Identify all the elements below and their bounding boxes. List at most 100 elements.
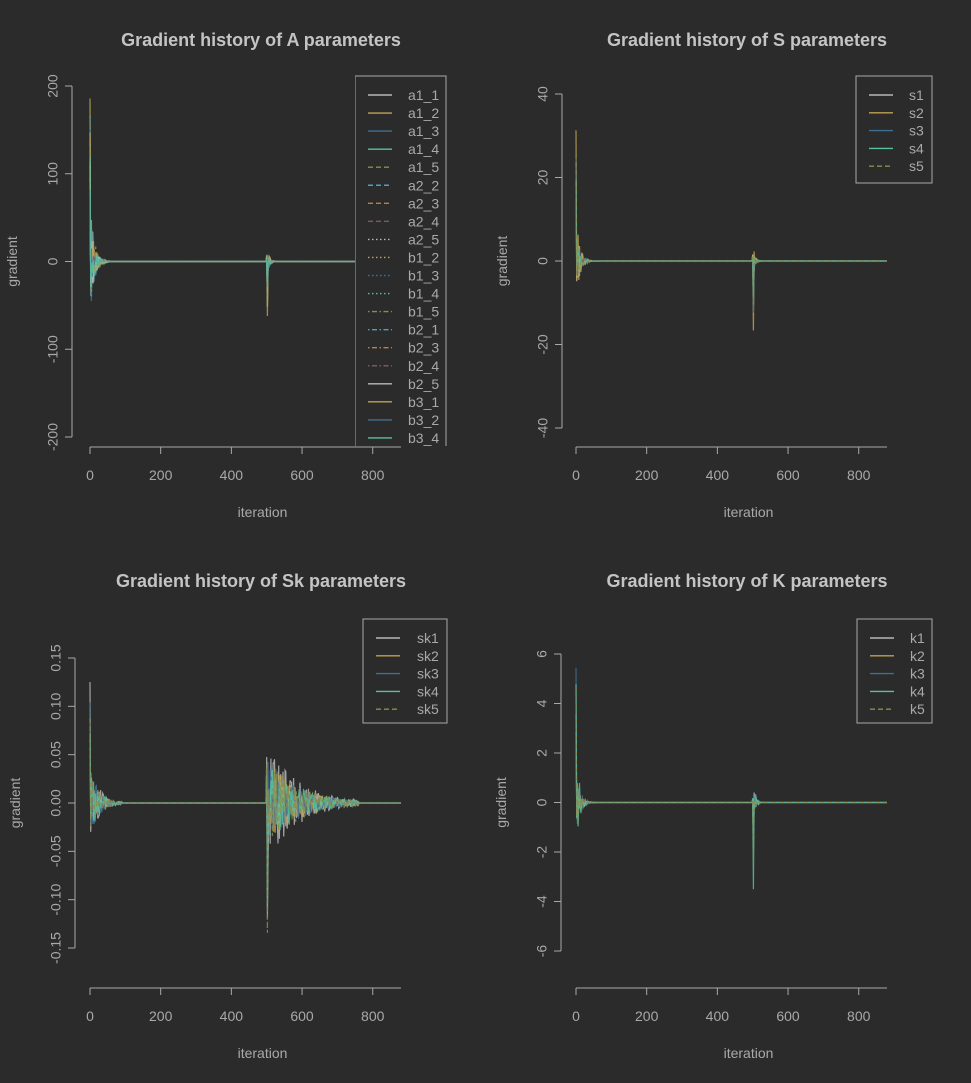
legend-label: s5 xyxy=(909,158,924,174)
series-lines xyxy=(89,681,401,933)
x-tick-label: 200 xyxy=(149,467,173,483)
legend-label: a1_2 xyxy=(408,105,439,121)
chart-panel-1: Gradient history of A parameters 0 200 400 6… xyxy=(4,30,447,520)
y-tick-label: 6 xyxy=(534,650,550,658)
x-tick-label: 200 xyxy=(149,1008,173,1024)
legend-label: a2_5 xyxy=(408,231,439,247)
legend-label: a2_2 xyxy=(408,177,439,193)
x-tick-label: 200 xyxy=(635,467,659,483)
x-tick-label: 800 xyxy=(361,467,385,483)
series-line-sk4 xyxy=(89,733,401,909)
x-tick-label: 600 xyxy=(290,467,314,483)
y-tick-label: 2 xyxy=(534,749,550,757)
y-tick-label: -0.10 xyxy=(48,884,64,916)
chart-panel-3: Gradient history of Sk parameters 0 200 400… xyxy=(7,571,448,1061)
y-tick-label: 100 xyxy=(45,162,61,186)
legend-label: k5 xyxy=(910,701,925,717)
x-tick-label: 400 xyxy=(706,467,730,483)
x-axis: 0 200 400 600 800 iteration xyxy=(572,987,887,1061)
y-axis: -40 -20 0 20 40 gradient xyxy=(494,86,563,438)
y-tick-label: 20 xyxy=(535,170,551,186)
series-line-b3_4 xyxy=(89,157,401,287)
legend-label: k2 xyxy=(910,648,925,664)
x-axis-label: iteration xyxy=(238,1045,288,1061)
legend-label: b1_5 xyxy=(408,304,439,320)
y-axis: -200 -100 0 100 200 gradient xyxy=(4,74,73,451)
y-tick-label: 0.05 xyxy=(48,741,64,768)
y-tick-label: 0 xyxy=(534,798,550,806)
legend-label: s4 xyxy=(909,140,924,156)
legend-label: a2_4 xyxy=(408,213,439,229)
chart-title: Gradient history of K parameters xyxy=(606,571,887,591)
legend-label: k4 xyxy=(910,683,925,699)
y-tick-label: -200 xyxy=(45,423,61,451)
y-tick-label: 0 xyxy=(45,257,61,265)
legend-box xyxy=(856,618,933,724)
y-tick-label: -2 xyxy=(534,846,550,859)
legend-label: s3 xyxy=(909,123,924,139)
y-tick-label: 40 xyxy=(535,86,551,102)
legend-label: b1_3 xyxy=(408,268,439,284)
x-tick-label: 600 xyxy=(776,467,800,483)
legend-label: k1 xyxy=(910,630,925,646)
legend-label: b2_5 xyxy=(408,376,439,392)
legend: a1_1 a1_2 a1_3 a1_4 a1_5 a2_2 a2_3 a2_4 a2_5 b1_2… xyxy=(355,75,447,446)
legend-label: sk4 xyxy=(417,683,439,699)
chart-title: Gradient history of S parameters xyxy=(607,30,887,50)
legend-label: b1_2 xyxy=(408,249,439,265)
x-tick-label: 800 xyxy=(847,1008,871,1024)
series-line-s5 xyxy=(575,153,887,305)
y-tick-label: -100 xyxy=(45,335,61,363)
legend-box xyxy=(362,618,448,724)
y-tick-label: 0 xyxy=(535,257,551,265)
x-tick-label: 600 xyxy=(290,1008,314,1024)
x-tick-label: 0 xyxy=(86,1008,94,1024)
legend-label: b3_2 xyxy=(408,412,439,428)
y-tick-label: -20 xyxy=(535,334,551,354)
legend-label: b3_1 xyxy=(408,394,439,410)
x-axis: 0 200 400 600 800 iteration xyxy=(86,987,401,1061)
legend-label: s2 xyxy=(909,105,924,121)
y-tick-label: -0.05 xyxy=(48,835,64,867)
x-tick-label: 600 xyxy=(776,1008,800,1024)
y-tick-label: 0.15 xyxy=(48,644,64,671)
series-lines xyxy=(575,667,887,890)
y-tick-label: -6 xyxy=(534,945,550,958)
series-lines xyxy=(89,98,401,317)
chart-title: Gradient history of Sk parameters xyxy=(116,571,406,591)
x-axis-label: iteration xyxy=(238,504,288,520)
y-axis-label: gradient xyxy=(493,777,509,828)
x-axis-label: iteration xyxy=(724,1045,774,1061)
x-tick-label: 0 xyxy=(86,467,94,483)
y-axis: -0.15 -0.10 -0.05 0.00 0.05 0.10 0.15 gradient xyxy=(7,644,76,964)
legend-label: sk3 xyxy=(417,666,439,682)
legend-box xyxy=(855,75,933,184)
series-line-k5 xyxy=(575,687,887,863)
x-tick-label: 0 xyxy=(572,467,580,483)
legend-label: b3_4 xyxy=(408,430,439,446)
y-axis-label: gradient xyxy=(7,778,23,829)
x-tick-label: 200 xyxy=(635,1008,659,1024)
legend-label: a1_5 xyxy=(408,159,439,175)
legend-label: b2_3 xyxy=(408,340,439,356)
x-axis-label: iteration xyxy=(724,504,774,520)
y-axis-label: gradient xyxy=(4,236,20,287)
y-tick-label: 200 xyxy=(45,74,61,98)
x-tick-label: 400 xyxy=(220,467,244,483)
y-tick-label: -4 xyxy=(534,895,550,908)
legend-label: s1 xyxy=(909,87,924,103)
x-axis: 0 200 400 600 800 iteration xyxy=(86,446,401,520)
legend-label: b2_1 xyxy=(408,322,439,338)
x-tick-label: 0 xyxy=(572,1008,580,1024)
chart-panel-4: Gradient history of K parameters 0 200 400 6… xyxy=(493,571,933,1061)
legend-label: a1_4 xyxy=(408,141,439,157)
y-tick-label: 0.00 xyxy=(48,789,64,816)
legend-label: sk5 xyxy=(417,701,439,717)
chart-title: Gradient history of A parameters xyxy=(121,30,401,50)
legend-label: sk2 xyxy=(417,648,439,664)
